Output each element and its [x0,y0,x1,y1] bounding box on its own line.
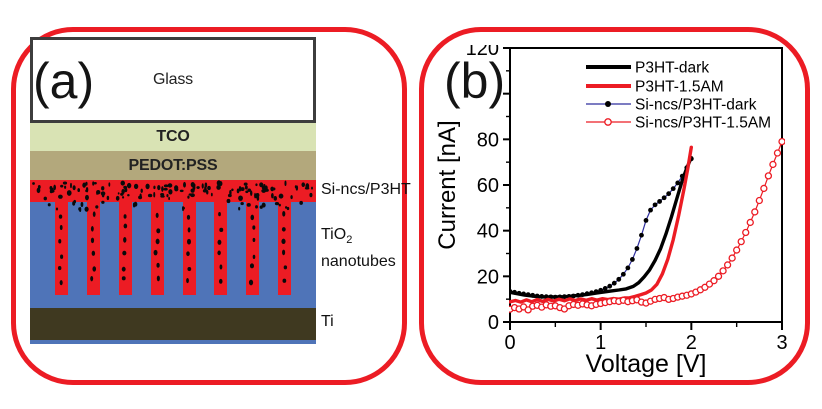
side-label-ti: Ti [321,313,334,330]
panel-a-letter: (a) [33,53,95,109]
tio2-nanotube-column [246,202,259,295]
layer-pedot-pss: PEDOT:PSS [30,151,316,180]
panel-a-frame [11,27,407,385]
tco-label: TCO [156,128,190,145]
tio2-nanotube-column [214,202,227,295]
tio2-nanotube-column [86,202,100,295]
side-label-si-ncs-p3ht: Si-ncs/P3HT [321,181,411,198]
layer-ti-substrate [30,308,316,340]
tio2-nanotube-column [277,202,291,295]
side-label-tio2: TiO2 [321,226,353,247]
pedot-label: PEDOT:PSS [128,156,218,174]
layer-glass: Glass [30,37,316,123]
panel-b-letter: (b) [444,56,510,106]
panel-b-frame [419,27,810,385]
tio2-nanotube-column [150,202,164,295]
tio2-nanotube-column [118,202,132,295]
glass-label: Glass [153,71,193,88]
layer-tio2-nanotube-region [30,202,316,344]
tio2-nanotube-column [182,202,196,295]
tio2-nanotube-column [54,202,68,295]
layer-tco: TCO [30,123,316,151]
layer-si-ncs-p3ht [30,180,316,202]
side-label-nanotubes: nanotubes [321,253,396,270]
